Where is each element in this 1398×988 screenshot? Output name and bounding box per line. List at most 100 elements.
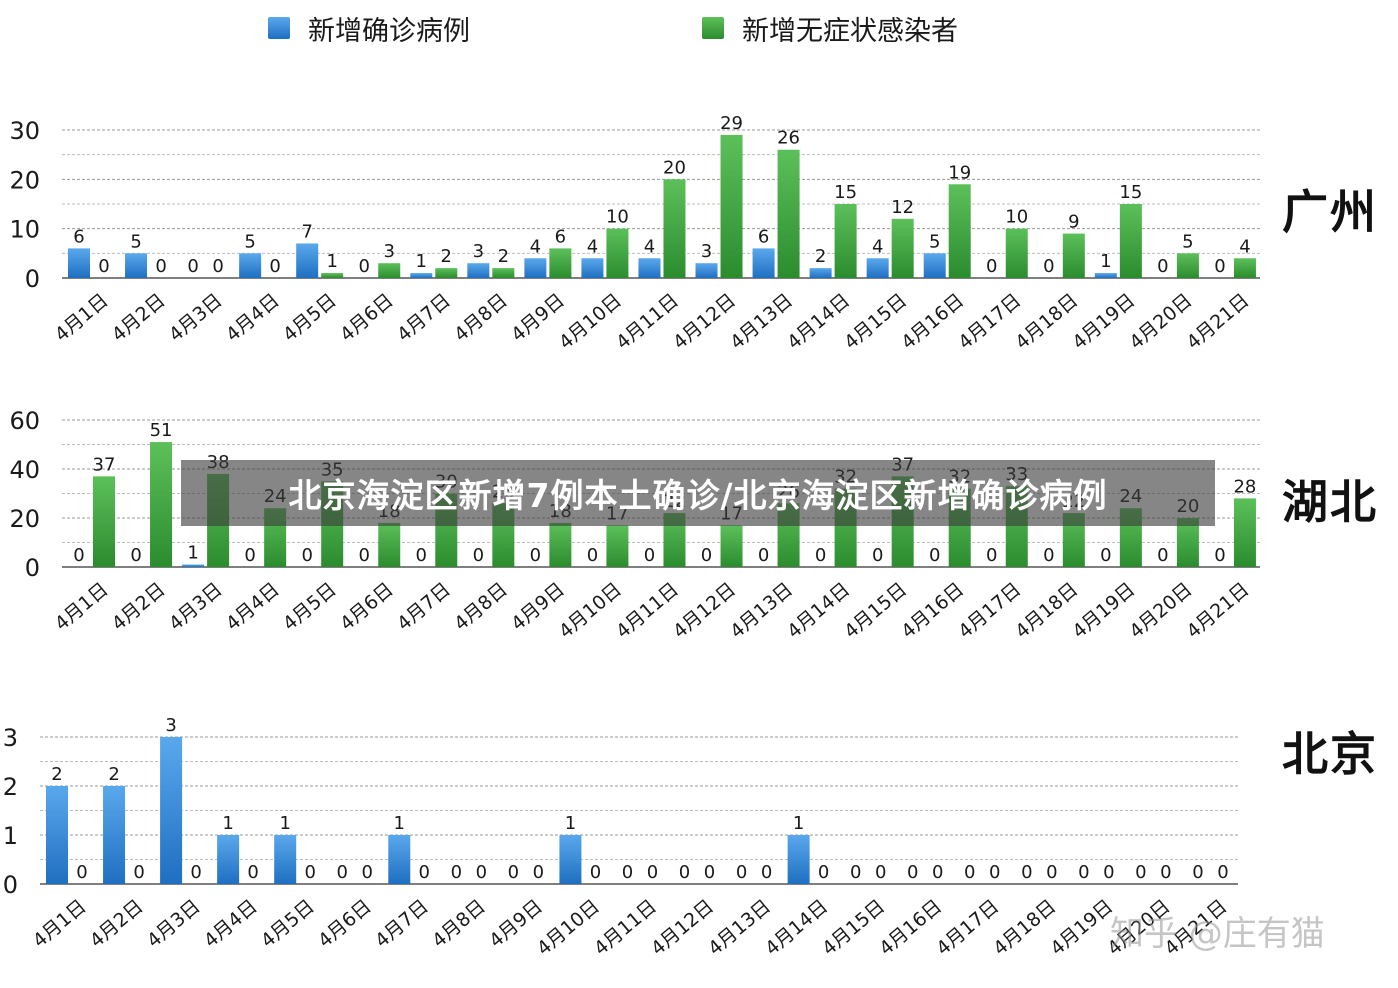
data-label: 0 <box>872 545 883 566</box>
data-label: 0 <box>76 862 87 883</box>
bar-asymptomatic <box>1119 204 1142 278</box>
x-tick-label: 4月3日 <box>165 578 227 635</box>
data-label: 0 <box>1135 862 1146 883</box>
legend-swatch-asymptomatic <box>702 17 724 39</box>
x-tick-label: 4月16日 <box>897 578 968 643</box>
data-label: 0 <box>932 862 943 883</box>
data-label: 1 <box>394 813 405 834</box>
data-label: 1 <box>565 813 576 834</box>
bar-confirmed <box>866 258 889 278</box>
data-label: 0 <box>362 862 373 883</box>
data-label: 6 <box>758 226 769 247</box>
data-label: 4 <box>872 236 883 257</box>
x-tick-label: 4月6日 <box>336 578 398 635</box>
data-label: 4 <box>530 236 541 257</box>
data-label: 0 <box>301 545 312 566</box>
data-label: 1 <box>187 543 198 564</box>
data-label: 0 <box>622 862 633 883</box>
bar-confirmed <box>1094 273 1117 278</box>
bar-confirmed <box>239 253 262 278</box>
x-tick-label: 4月8日 <box>428 895 490 952</box>
data-label: 0 <box>1078 862 1089 883</box>
bar-confirmed <box>923 253 946 278</box>
data-label: 0 <box>187 256 198 277</box>
x-tick-label: 4月15日 <box>840 289 911 354</box>
bar-asymptomatic <box>378 263 401 278</box>
bar-confirmed <box>46 786 68 884</box>
data-label: 0 <box>704 862 715 883</box>
data-label: 5 <box>1182 231 1193 252</box>
data-label: 0 <box>1217 862 1228 883</box>
bar-asymptomatic <box>834 204 857 278</box>
bar-asymptomatic <box>1005 228 1028 278</box>
x-tick-label: 4月6日 <box>314 895 376 952</box>
y-tick-label: 2 <box>3 773 18 801</box>
bar-confirmed <box>695 263 718 278</box>
data-label: 0 <box>416 545 427 566</box>
x-tick-label: 4月14日 <box>783 289 854 354</box>
y-tick-label: 0 <box>25 265 40 293</box>
data-label: 2 <box>441 246 452 267</box>
x-tick-label: 4月8日 <box>450 289 512 346</box>
y-tick-label: 30 <box>9 117 40 145</box>
data-label: 0 <box>701 545 712 566</box>
data-label: 1 <box>416 251 427 272</box>
y-tick-label: 20 <box>9 166 40 194</box>
x-tick-label: 4月1日 <box>51 289 113 346</box>
x-tick-label: 4月12日 <box>647 895 718 960</box>
x-tick-label: 4月6日 <box>336 289 398 346</box>
data-label: 0 <box>304 862 315 883</box>
x-tick-label: 4月13日 <box>704 895 775 960</box>
x-tick-label: 4月11日 <box>612 578 683 643</box>
x-tick-label: 4月17日 <box>932 895 1003 960</box>
data-label: 1 <box>793 813 804 834</box>
data-label: 0 <box>359 256 370 277</box>
bar-confirmed <box>467 263 490 278</box>
data-label: 0 <box>815 545 826 566</box>
data-label: 19 <box>948 162 971 183</box>
data-label: 0 <box>133 862 144 883</box>
bar-asymptomatic <box>663 179 686 278</box>
data-label: 0 <box>986 256 997 277</box>
x-tick-label: 4月16日 <box>897 289 968 354</box>
data-label: 10 <box>1005 207 1028 228</box>
data-label: 9 <box>1068 212 1079 233</box>
data-label: 28 <box>1233 476 1256 497</box>
x-tick-label: 4月15日 <box>840 578 911 643</box>
data-label: 0 <box>929 545 940 566</box>
x-tick-label: 4月7日 <box>371 895 433 952</box>
data-label: 0 <box>1160 862 1171 883</box>
bar-confirmed <box>103 786 126 884</box>
headline-text: 北京海淀区新增7例本土确诊/北京海淀区新增确诊病例 <box>288 476 1108 515</box>
bar-asymptomatic <box>378 522 401 567</box>
data-label: 2 <box>51 764 62 785</box>
x-tick-label: 4月10日 <box>555 289 626 354</box>
bar-asymptomatic <box>948 184 971 278</box>
x-tick-label: 4月19日 <box>1046 895 1117 960</box>
x-tick-label: 4月13日 <box>726 289 797 354</box>
data-label: 1 <box>1100 251 1111 272</box>
x-tick-label: 4月12日 <box>669 289 740 354</box>
data-label: 0 <box>269 256 280 277</box>
region-label-guangzhou: 广州 <box>1282 185 1378 239</box>
data-label: 0 <box>244 545 255 566</box>
bar-asymptomatic <box>492 268 515 278</box>
data-label: 0 <box>679 862 690 883</box>
data-label: 1 <box>326 251 337 272</box>
bar-confirmed <box>274 835 297 884</box>
data-label: 4 <box>644 236 655 257</box>
bar-asymptomatic <box>891 218 914 278</box>
x-tick-label: 4月4日 <box>200 895 262 952</box>
y-tick-label: 3 <box>3 724 18 752</box>
y-tick-label: 0 <box>25 554 40 582</box>
y-tick-label: 1 <box>3 822 18 850</box>
data-label: 0 <box>73 545 84 566</box>
data-label: 0 <box>875 862 886 883</box>
y-tick-label: 40 <box>9 456 40 484</box>
data-label: 0 <box>247 862 258 883</box>
bar-asymptomatic <box>1176 253 1199 278</box>
data-label: 0 <box>1192 862 1203 883</box>
data-label: 0 <box>1021 862 1032 883</box>
data-label: 15 <box>834 182 857 203</box>
data-label: 0 <box>964 862 975 883</box>
